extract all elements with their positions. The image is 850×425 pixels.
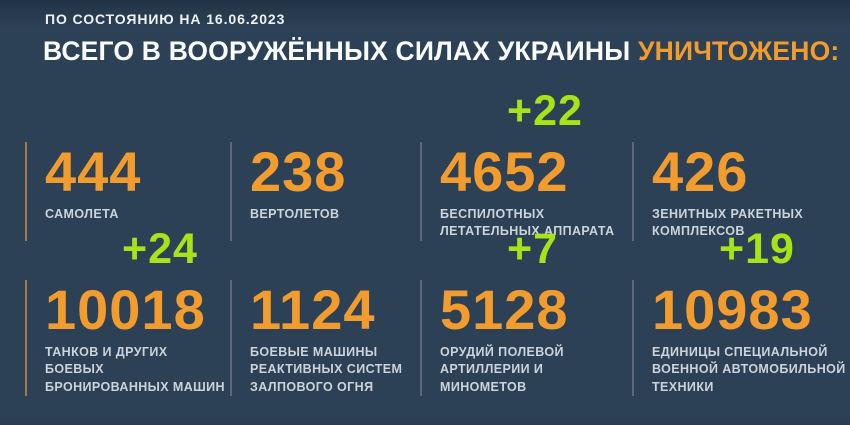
stat-label: САМОЛЕТА bbox=[45, 207, 119, 221]
stat-card-air-defense: 426 ЗЕНИТНЫХ РАКЕТНЫХ КОМПЛЕКСОВ bbox=[632, 142, 850, 241]
stat-card-tanks: +24 10018 ТАНКОВ И ДРУГИХ БОЕВЫХ БРОНИРО… bbox=[25, 228, 230, 396]
stat-label: ЗЕНИТНЫХ РАКЕТНЫХ КОМПЛЕКСОВ bbox=[652, 207, 804, 239]
stat-value: 4652 bbox=[440, 140, 569, 203]
stats-row-bottom: +24 10018 ТАНКОВ И ДРУГИХ БОЕВЫХ БРОНИРО… bbox=[25, 228, 850, 396]
stat-value: 10983 bbox=[652, 278, 813, 341]
stat-card-drones: +22 4652 БЕСПИЛОТНЫХ ЛЕТАТЕЛЬНЫХ АППАРАТ… bbox=[420, 90, 632, 241]
title-highlight: УНИЧТОЖЕНО: bbox=[637, 36, 840, 66]
stat-card-aircraft: 444 САМОЛЕТА bbox=[25, 142, 230, 241]
stat-value: 1124 bbox=[250, 278, 376, 341]
stat-value: 10018 bbox=[45, 278, 206, 341]
stat-card-helicopters: 238 ВЕРТОЛЕТОВ bbox=[230, 142, 420, 241]
stat-card-artillery: +7 5128 ОРУДИЙ ПОЛЕВОЙ АРТИЛЛЕРИИ И МИНО… bbox=[420, 228, 632, 396]
stat-delta: +22 bbox=[507, 87, 583, 135]
stat-value: 426 bbox=[652, 140, 749, 203]
title-main: ВСЕГО В ВООРУЖЁННЫХ СИЛАХ УКРАИНЫ bbox=[43, 36, 631, 66]
stat-delta: +7 bbox=[507, 225, 559, 273]
stat-label: ЕДИНИЦЫ СПЕЦИАЛЬНОЙ ВОЕННОЙ АВТОМОБИЛЬНО… bbox=[652, 345, 846, 394]
stat-label: БЕСПИЛОТНЫХ ЛЕТАТЕЛЬНЫХ АППАРАТА bbox=[440, 207, 615, 239]
stat-label: ВЕРТОЛЕТОВ bbox=[250, 207, 340, 221]
as-of-date: ПО СОСТОЯНИЮ НА 16.06.2023 bbox=[45, 11, 286, 27]
stat-value: 238 bbox=[250, 140, 347, 203]
stat-label: ОРУДИЙ ПОЛЕВОЙ АРТИЛЛЕРИИ И МИНОМЕТОВ bbox=[440, 345, 564, 394]
header: ПО СОСТОЯНИЮ НА 16.06.2023 ВСЕГО В ВООРУ… bbox=[43, 11, 839, 67]
page-title: ВСЕГО В ВООРУЖЁННЫХ СИЛАХ УКРАИНЫ УНИЧТО… bbox=[43, 36, 839, 67]
stat-card-mlrs: 1124 БОЕВЫЕ МАШИНЫ РЕАКТИВНЫХ СИСТЕМ ЗАЛ… bbox=[230, 280, 420, 396]
stat-card-vehicles: +19 10983 ЕДИНИЦЫ СПЕЦИАЛЬНОЙ ВОЕННОЙ АВ… bbox=[632, 228, 850, 396]
stats-row-top: 444 САМОЛЕТА 238 ВЕРТОЛЕТОВ +22 4652 БЕС… bbox=[25, 90, 850, 241]
stat-delta: +24 bbox=[122, 225, 198, 273]
stat-value: 5128 bbox=[440, 278, 569, 341]
stat-label: ТАНКОВ И ДРУГИХ БОЕВЫХ БРОНИРОВАННЫХ МАШ… bbox=[45, 345, 225, 394]
stat-delta: +19 bbox=[719, 225, 795, 273]
stat-label: БОЕВЫЕ МАШИНЫ РЕАКТИВНЫХ СИСТЕМ ЗАЛПОВОГ… bbox=[250, 345, 403, 394]
stat-value: 444 bbox=[45, 140, 142, 203]
